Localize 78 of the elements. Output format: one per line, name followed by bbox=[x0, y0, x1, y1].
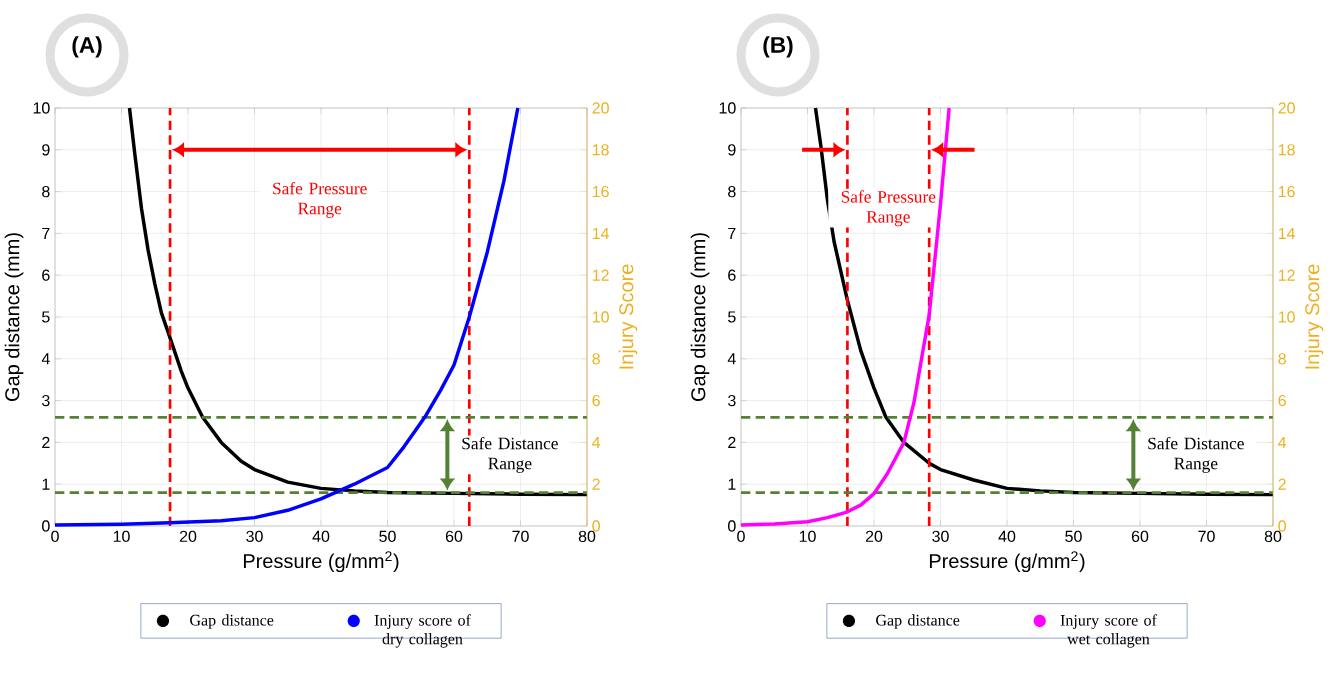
x-tick-label: 60 bbox=[1131, 530, 1149, 543]
x-tick-label: 50 bbox=[379, 530, 396, 543]
y2-tick-label: 4 bbox=[592, 436, 601, 448]
y-tick-label: 3 bbox=[42, 394, 50, 407]
y2-tick-label: 20 bbox=[592, 102, 609, 114]
y2-tick-label: 14 bbox=[1278, 227, 1296, 239]
y-tick-label: 7 bbox=[728, 227, 736, 239]
y2-tick-label: 2 bbox=[1278, 478, 1286, 490]
y2-tick-label: 14 bbox=[592, 227, 610, 239]
y2-tick-label: 10 bbox=[592, 311, 609, 323]
y-tick-label: 1 bbox=[728, 478, 736, 490]
x-axis-title: Pressure (g/mm$^{2}$) bbox=[929, 551, 1085, 573]
y2-tick-label: 0 bbox=[592, 520, 600, 532]
x-axis-title: Pressure (g/mm$^{2}$) bbox=[243, 551, 399, 573]
x-tick-label: 0 bbox=[737, 530, 745, 543]
y2-tick-label: 18 bbox=[1278, 144, 1295, 156]
x-tick-label: 0 bbox=[51, 530, 59, 543]
y-tick-label: 10 bbox=[719, 102, 736, 114]
y-tick-label: 1 bbox=[42, 478, 50, 490]
y2-tick-label: 10 bbox=[1278, 311, 1295, 323]
annotation: Safe Pressure Range bbox=[841, 190, 936, 227]
y-tick-label: 8 bbox=[42, 185, 50, 198]
y2-axis-title: Injury Score bbox=[618, 264, 638, 369]
x-tick-label: 40 bbox=[998, 530, 1016, 543]
x-tick-label: 30 bbox=[246, 530, 263, 543]
x-tick-label: 60 bbox=[445, 530, 463, 543]
y-tick-label: 6 bbox=[42, 269, 50, 281]
x-tick-label: 50 bbox=[1065, 530, 1082, 543]
annotation: Safe Distance Range bbox=[1148, 436, 1244, 473]
y2-tick-label: 12 bbox=[592, 269, 609, 281]
x-tick-label: 10 bbox=[113, 530, 130, 543]
x-tick-label: 10 bbox=[799, 530, 816, 543]
x-tick-label: 80 bbox=[578, 530, 596, 543]
chart-title: (A) bbox=[72, 36, 102, 58]
y-axis-title: Gap distance (mm) bbox=[4, 233, 24, 402]
y2-axis-title: Injury Score bbox=[1304, 264, 1324, 369]
legend-label: Gap distance bbox=[190, 614, 274, 629]
x-tick-label: 70 bbox=[1198, 530, 1215, 543]
y2-tick-label: 2 bbox=[592, 478, 600, 490]
y-tick-label: 4 bbox=[41, 353, 50, 365]
y-tick-label: 8 bbox=[728, 185, 736, 198]
y-tick-label: 2 bbox=[728, 436, 736, 448]
y-tick-label: 0 bbox=[42, 520, 50, 532]
y2-tick-label: 4 bbox=[1278, 436, 1287, 448]
y-tick-label: 2 bbox=[42, 436, 50, 448]
x-tick-label: 20 bbox=[865, 530, 883, 543]
x-tick-label: 20 bbox=[179, 530, 197, 543]
y2-tick-label: 6 bbox=[592, 394, 600, 407]
y-tick-label: 9 bbox=[728, 144, 736, 156]
y2-tick-label: 16 bbox=[1278, 185, 1295, 198]
y2-tick-label: 0 bbox=[1278, 520, 1286, 532]
y2-tick-label: 16 bbox=[592, 185, 609, 198]
x-tick-label: 40 bbox=[312, 530, 330, 543]
y-tick-label: 5 bbox=[728, 311, 736, 323]
y-tick-label: 4 bbox=[727, 353, 736, 365]
legend-label: Gap distance bbox=[876, 614, 960, 629]
chart-title: (B) bbox=[763, 36, 793, 58]
x-tick-label: 80 bbox=[1264, 530, 1282, 543]
y-tick-label: 3 bbox=[728, 394, 736, 407]
annotation: Safe Pressure Range bbox=[273, 181, 367, 218]
y2-tick-label: 18 bbox=[592, 144, 609, 156]
y-tick-label: 0 bbox=[728, 520, 736, 532]
legend-label: Injury score of dry collagen bbox=[374, 614, 471, 648]
y2-tick-label: 20 bbox=[1278, 102, 1295, 114]
y-tick-label: 10 bbox=[33, 102, 50, 114]
x-tick-label: 30 bbox=[932, 530, 949, 543]
y2-tick-label: 6 bbox=[1278, 394, 1286, 407]
y-tick-label: 6 bbox=[728, 269, 736, 281]
y2-tick-label: 8 bbox=[592, 353, 600, 365]
y-axis-title: Gap distance (mm) bbox=[690, 233, 710, 402]
y-tick-label: 5 bbox=[42, 311, 50, 323]
annotation: Safe Distance Range bbox=[462, 436, 558, 473]
x-tick-label: 70 bbox=[512, 530, 529, 543]
y2-tick-label: 12 bbox=[1278, 269, 1295, 281]
y-tick-label: 7 bbox=[42, 227, 50, 239]
legend-label: Injury score of wet collagen bbox=[1060, 614, 1157, 648]
y2-tick-label: 8 bbox=[1278, 353, 1286, 365]
y-tick-label: 9 bbox=[42, 144, 50, 156]
